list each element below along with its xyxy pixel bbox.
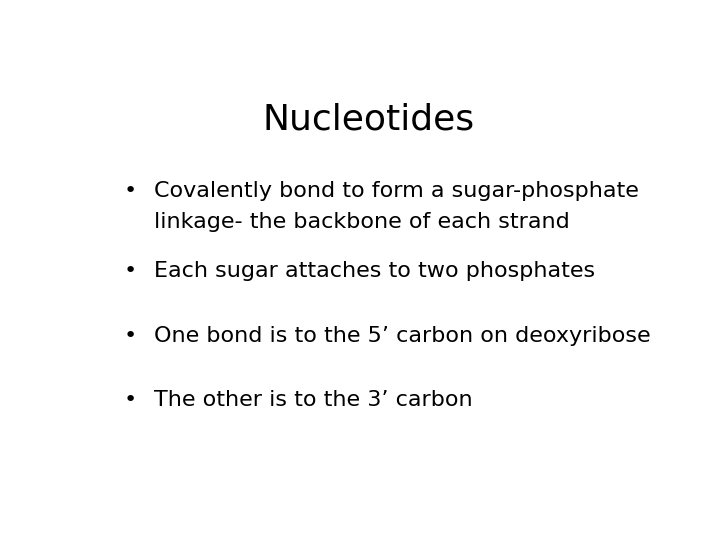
Text: One bond is to the 5’ carbon on deoxyribose: One bond is to the 5’ carbon on deoxyrib… <box>154 326 651 346</box>
Text: •: • <box>124 390 137 410</box>
Text: Nucleotides: Nucleotides <box>263 102 475 136</box>
Text: linkage- the backbone of each strand: linkage- the backbone of each strand <box>154 212 570 232</box>
Text: •: • <box>124 326 137 346</box>
Text: The other is to the 3’ carbon: The other is to the 3’ carbon <box>154 390 473 410</box>
Text: Covalently bond to form a sugar-phosphate: Covalently bond to form a sugar-phosphat… <box>154 181 639 201</box>
Text: Each sugar attaches to two phosphates: Each sugar attaches to two phosphates <box>154 261 595 281</box>
Text: •: • <box>124 261 137 281</box>
Text: •: • <box>124 181 137 201</box>
